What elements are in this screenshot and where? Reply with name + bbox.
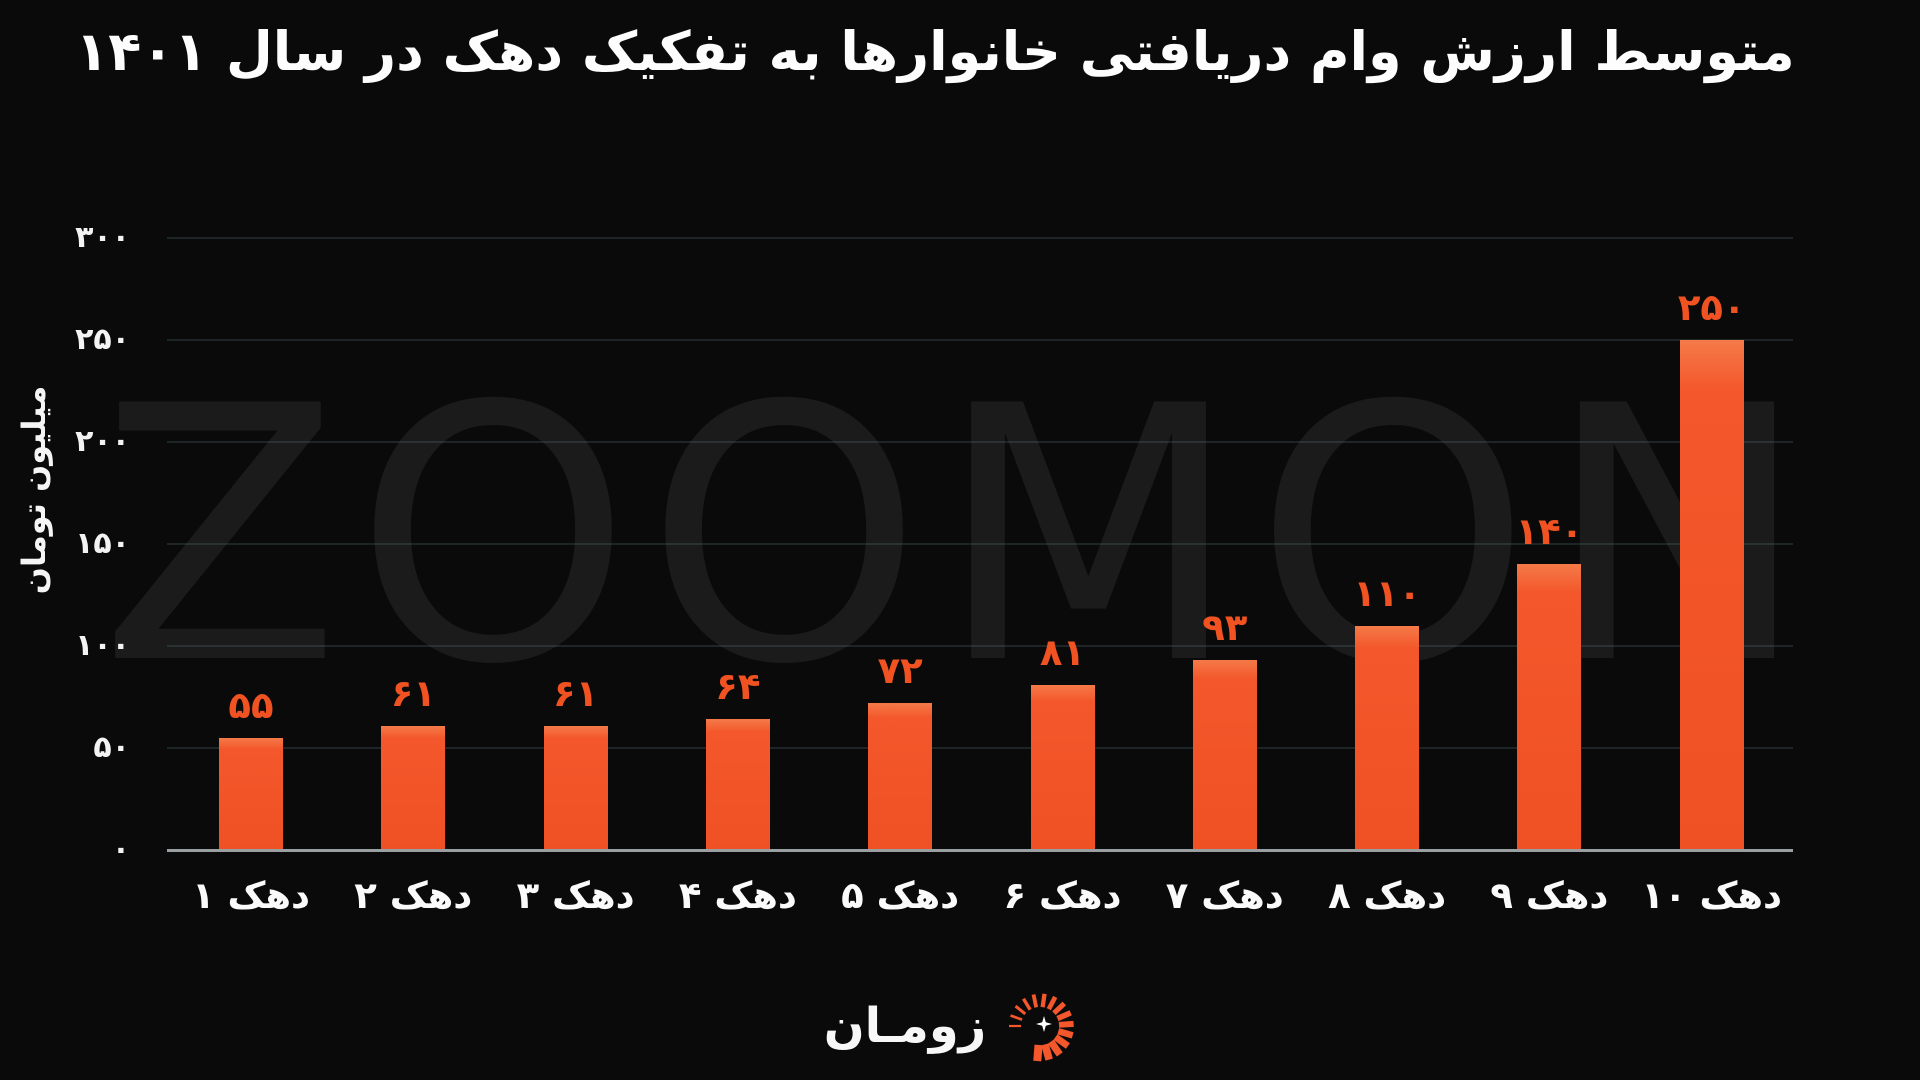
y-tick-label: ۲۵۰ <box>75 322 130 357</box>
zoman-radial-burst-icon <box>1009 993 1075 1062</box>
x-tick-label: دهک ۷ <box>1165 874 1284 917</box>
bar-value-label: ۹۳ <box>1202 606 1248 650</box>
x-tick-label: دهک ۴ <box>678 874 797 917</box>
bar-2 <box>381 725 446 850</box>
bar-value-label: ۲۵۰ <box>1677 286 1746 329</box>
x-tick-label: دهک ۶ <box>1003 874 1122 917</box>
y-tick-label: ۱۰۰ <box>75 628 130 663</box>
x-axis-line <box>167 849 1793 852</box>
x-tick-label: دهک ۳ <box>516 874 635 917</box>
bar-9 <box>1517 564 1582 850</box>
y-tick-label: ۲۰۰ <box>75 424 130 459</box>
bar-4 <box>705 719 770 850</box>
chart-title: متوسط ارزش وام دریافتی خانوارها به تفکیک… <box>75 20 1795 83</box>
bar-8 <box>1355 625 1420 850</box>
bar-value-label: ۷۲ <box>877 649 923 693</box>
y-axis-label: میلیون تومان <box>15 385 53 595</box>
bar-value-label: ۶۱ <box>553 671 599 715</box>
bar-value-label: ۸۱ <box>1039 630 1086 674</box>
gridline-50 <box>167 747 1793 749</box>
x-tick-label: دهک ۲ <box>354 874 473 917</box>
gridline-300 <box>167 237 1793 239</box>
y-tick-label: ۵۰ <box>93 730 130 765</box>
bar-5 <box>868 703 933 850</box>
y-tick-label: ۱۵۰ <box>75 526 130 561</box>
bar-value-label: ۱۴۰ <box>1515 510 1584 554</box>
brand-footer: زومـان <box>0 988 1900 1064</box>
y-tick-label: ۳۰۰ <box>75 220 130 255</box>
bar-value-label: ۱۱۰ <box>1353 571 1421 615</box>
y-tick-label: ۰ <box>111 832 130 867</box>
x-tick-label: دهک ۱۰ <box>1641 874 1782 917</box>
bar-value-label: ۶۱ <box>390 671 436 715</box>
gridline-200 <box>167 441 1793 443</box>
bar-1 <box>219 737 283 850</box>
brand-name: زومـان <box>823 998 987 1054</box>
x-tick-label: دهک ۹ <box>1490 874 1609 917</box>
x-tick-label: دهک ۸ <box>1328 874 1447 917</box>
bar-10 <box>1679 340 1744 850</box>
bar-3 <box>543 725 608 850</box>
x-tick-label: دهک ۵ <box>841 874 960 917</box>
bar-value-label: ۵۵ <box>228 683 274 727</box>
gridline-150 <box>167 543 1793 545</box>
gridline-100 <box>167 645 1793 647</box>
bar-7 <box>1192 660 1257 850</box>
bar-6 <box>1030 684 1095 850</box>
x-tick-label: دهک ۱ <box>191 874 310 917</box>
gridline-250 <box>167 339 1793 341</box>
bar-value-label: ۶۴ <box>715 665 761 709</box>
